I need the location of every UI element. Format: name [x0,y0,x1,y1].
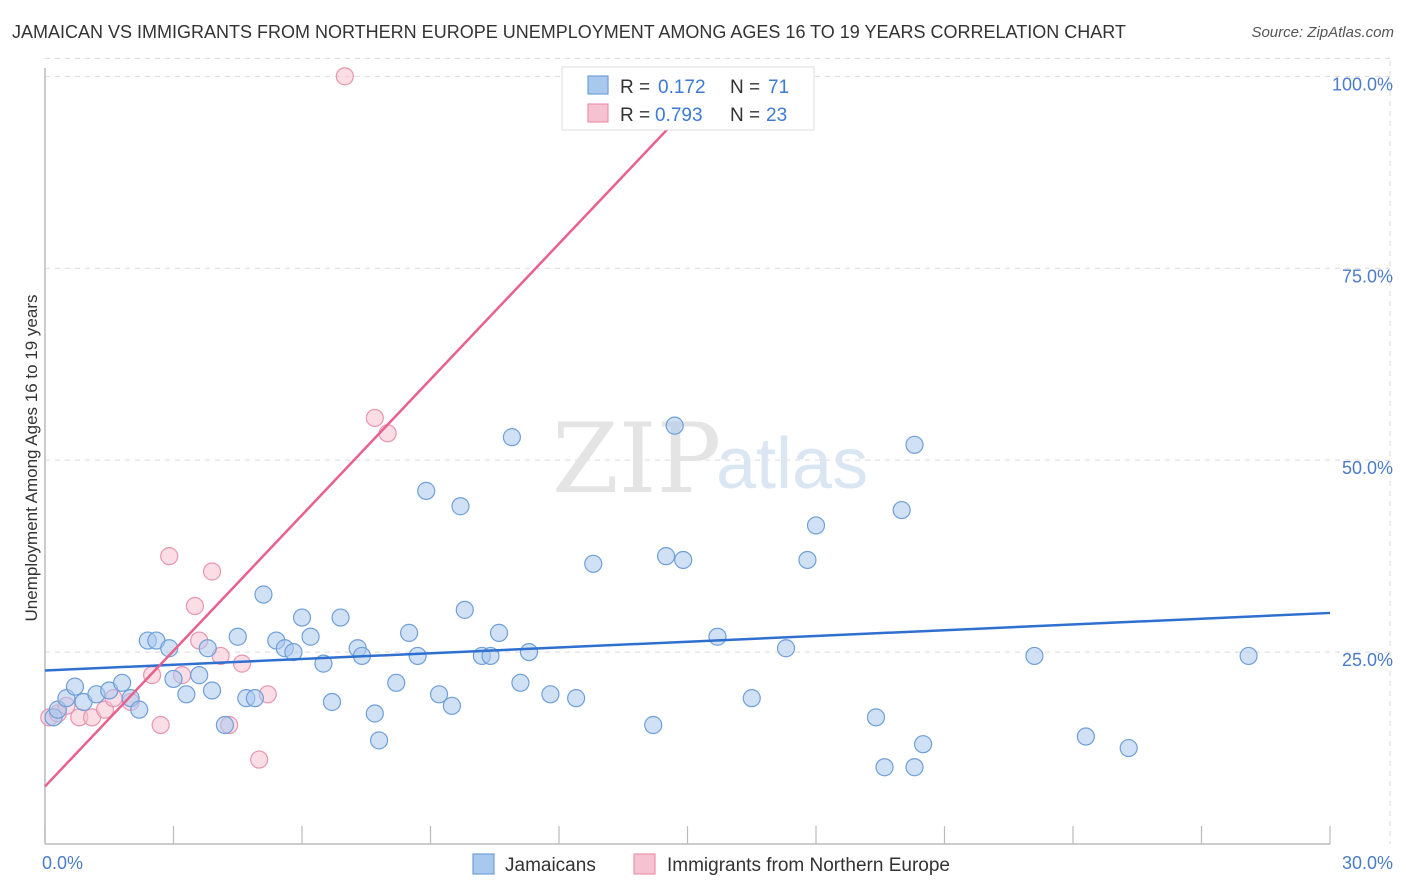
legend-r-value-2: 0.793 [655,105,703,126]
point-jamaicans-65 [905,758,924,777]
point-jamaicans-19 [228,627,247,646]
legend-swatch-northern-europe [587,103,609,123]
point-jamaicans-53 [656,547,676,566]
legend-n-value-2: 23 [766,105,787,126]
grid-lines [45,57,1391,844]
legend-r-value-1: 0.172 [658,77,706,98]
point-jamaicans-42 [455,600,474,619]
y-axis-label: Unemployment Among Ages 16 to 19 years [22,295,41,622]
point-jamaicans-59 [798,550,817,570]
point-jamaicans-66 [913,735,933,754]
point-jamaicans-33 [365,704,384,723]
y-tick-label-2: 75.0% [1342,266,1393,286]
y-tick-label-0: 25.0% [1342,650,1393,670]
watermark-zip: ZIP [552,403,721,515]
legend-swatch-jamaicans [587,75,609,95]
point-jamaicans-60 [806,516,826,535]
y-tick-label-3: 100.0% [1332,74,1393,94]
chart-title: JAMAICAN VS IMMIGRANTS FROM NORTHERN EUR… [12,22,1126,42]
point-jamaicans-50 [567,689,586,708]
point-jamaicans-49 [541,685,560,704]
point-jamaicans-37 [408,646,427,666]
point-jamaicans-14 [177,685,196,704]
point-jamaicans-55 [674,550,693,570]
trend-line-jamaicans [44,611,1331,672]
point-jamaicans-22 [254,585,273,604]
y-tick-label-1: 50.0% [1342,458,1393,478]
point-jamaicans-51 [584,554,603,573]
point-jamaicans-46 [502,428,521,447]
point-jamaicans-40 [442,696,462,715]
legend-n-label-1: N = [730,77,760,98]
point-jamaicans-30 [331,608,350,627]
point-jamaicans-69 [1119,738,1138,758]
point-jamaicans-15 [190,666,209,685]
point-jamaicans-39 [429,685,449,704]
point-northern-europe-22 [378,424,397,443]
legend-n-label-2: N = [730,105,760,126]
legend-box: R = 0.172 N = 71 R = 0.793 N = 23 [561,66,815,131]
point-northern-europe-14 [202,562,222,581]
point-jamaicans-62 [875,758,894,777]
chart-source: Source: ZipAtlas.com [1251,24,1394,41]
point-jamaicans-17 [202,681,222,700]
point-jamaicans-7 [112,673,132,692]
point-jamaicans-47 [511,673,530,692]
point-jamaicans-61 [866,708,886,727]
point-jamaicans-38 [417,481,436,500]
point-jamaicans-26 [292,608,312,627]
point-jamaicans-56 [708,627,727,646]
point-jamaicans-68 [1076,727,1095,746]
point-jamaicans-29 [322,692,342,712]
bottom-legend: Jamaicans Immigrants from Northern Europ… [472,853,950,876]
point-jamaicans-18 [215,715,234,735]
point-jamaicans-70 [1239,646,1258,666]
x-tick-label-0: 0.0% [42,853,83,873]
point-jamaicans-41 [451,497,470,516]
point-jamaicans-3 [65,677,85,696]
point-jamaicans-58 [776,639,796,658]
point-northern-europe-9 [151,715,170,735]
bottom-legend-swatch-jamaicans [472,853,495,875]
point-jamaicans-34 [370,731,389,750]
point-jamaicans-36 [399,623,419,642]
point-jamaicans-27 [301,627,320,646]
point-jamaicans-63 [892,500,911,520]
point-northern-europe-20 [335,67,354,86]
point-jamaicans-16 [198,639,217,658]
legend-r-label-2: R = [620,105,650,126]
point-jamaicans-9 [130,700,149,719]
bottom-legend-label-jamaicans: Jamaicans [505,855,596,876]
point-jamaicans-52 [644,715,663,735]
legend-n-value-1: 71 [768,77,789,98]
point-jamaicans-64 [905,435,924,454]
point-northern-europe-18 [250,750,269,769]
point-jamaicans-54 [665,416,684,435]
watermark: ZIP atlas [552,403,868,515]
point-jamaicans-48 [519,642,539,662]
point-northern-europe-12 [185,596,205,616]
trend-lines [44,75,1331,788]
point-jamaicans-67 [1025,646,1044,666]
point-jamaicans-35 [387,673,406,692]
trend-line-northern-europe [44,75,719,788]
point-jamaicans-57 [742,689,761,708]
point-northern-europe-10 [160,547,179,566]
point-jamaicans-45 [489,623,509,642]
bottom-legend-label-northern-europe: Immigrants from Northern Europe [667,855,950,876]
point-jamaicans-21 [245,689,264,708]
legend-r-label-1: R = [620,77,650,98]
bottom-legend-swatch-northern-europe [633,853,656,875]
point-northern-europe-17 [232,654,252,673]
x-tick-label-1: 30.0% [1342,853,1393,873]
point-jamaicans-13 [164,669,183,689]
watermark-atlas: atlas [716,424,868,504]
point-northern-europe-21 [365,408,384,428]
